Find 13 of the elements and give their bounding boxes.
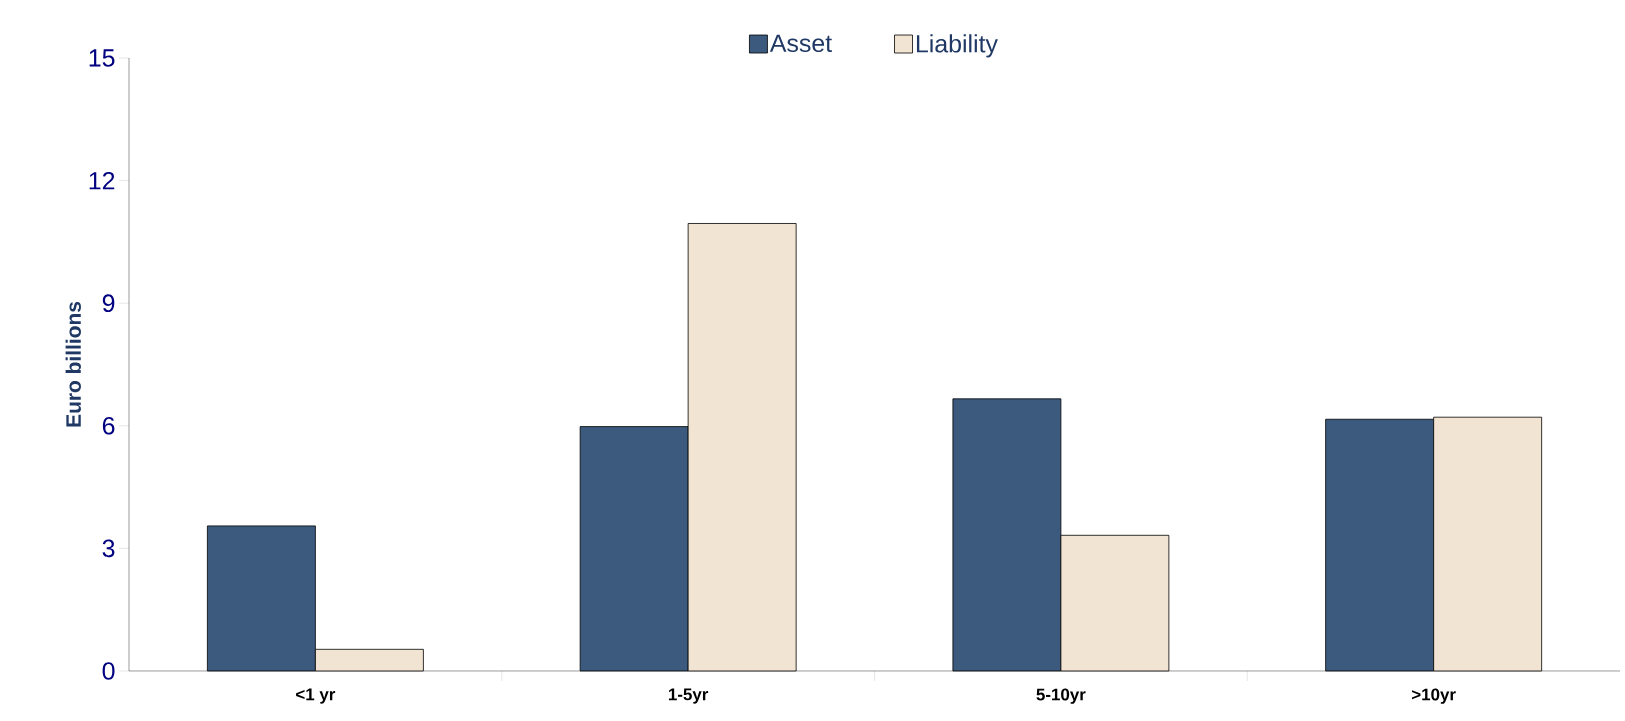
y-tick-label: 12 bbox=[89, 171, 115, 190]
x-tick-label: >10yr bbox=[1411, 688, 1456, 704]
y-tick-label: 6 bbox=[102, 416, 115, 435]
x-tick-label: 5-10yr bbox=[1036, 688, 1086, 704]
y-tick-label: 15 bbox=[89, 49, 115, 67]
legend-label: Asset bbox=[769, 34, 832, 53]
legend-label: Liability bbox=[916, 34, 998, 58]
y-tick-label: 9 bbox=[102, 294, 115, 313]
x-tick-label: 1-5yr bbox=[668, 688, 709, 704]
y-tick-label: 0 bbox=[102, 662, 115, 680]
x-tick-label: <1 yr bbox=[296, 688, 336, 704]
y-tick-label: 3 bbox=[102, 539, 115, 558]
y-axis-title: Euro billions bbox=[65, 301, 81, 427]
